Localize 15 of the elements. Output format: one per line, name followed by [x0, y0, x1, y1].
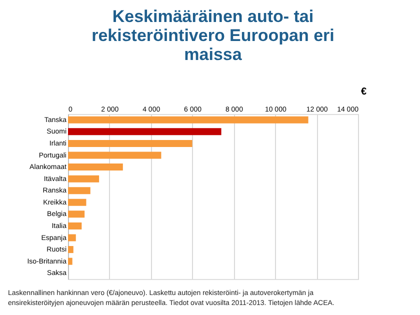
bar — [68, 198, 86, 206]
bar — [68, 258, 72, 265]
x-axis-title: € — [360, 86, 367, 98]
bar — [68, 152, 162, 159]
chart-title: Keskimääräinen auto- tai rekisteröintivero Euroopan eri maissa — [92, 7, 334, 64]
bar — [68, 210, 85, 218]
bar — [68, 222, 82, 230]
bar — [68, 128, 222, 136]
bar — [68, 234, 76, 242]
bar — [68, 164, 123, 171]
bar — [68, 116, 308, 124]
bar — [68, 175, 100, 182]
bar — [68, 187, 90, 194]
bar — [68, 246, 74, 254]
bar — [68, 140, 192, 147]
